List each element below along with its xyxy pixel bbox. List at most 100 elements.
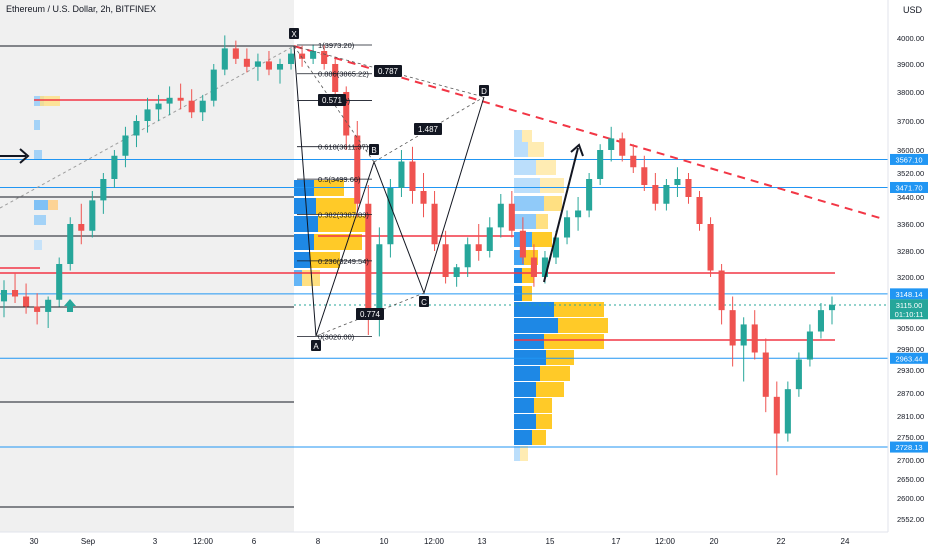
candle-body: [321, 51, 328, 64]
time-tick-label: 6: [252, 537, 257, 546]
shaded-region: [0, 0, 294, 532]
ratio-box[interactable]: [374, 65, 402, 77]
ratio-label: 0.774: [360, 310, 381, 319]
price-tick-label: 3800.00: [897, 88, 924, 97]
volume-profile-bar: [294, 180, 314, 196]
price-tick-label: 3520.00: [897, 169, 924, 178]
ratio-box[interactable]: [356, 308, 384, 320]
price-tag[interactable]: [890, 153, 928, 165]
fib-level-label: 0.236(3249.54): [318, 257, 369, 266]
time-tick-label: 12:00: [424, 537, 445, 546]
candle-body: [177, 97, 184, 101]
volume-profile-bar: [558, 318, 608, 333]
time-tick-label: 13: [478, 537, 487, 546]
volume-profile-bar: [536, 160, 556, 175]
volume-profile-bar: [532, 232, 552, 247]
candle-body: [23, 296, 30, 307]
ratio-box[interactable]: [414, 123, 442, 135]
time-tick-label: 17: [612, 537, 621, 546]
candle-body: [354, 135, 361, 204]
harmonic-point-marker[interactable]: [479, 85, 489, 96]
candle-body: [221, 48, 228, 70]
volume-profile-bar: [514, 398, 534, 413]
price-tag-label: 3148.14: [895, 290, 922, 299]
candle-body: [718, 270, 725, 311]
arrow-marker-icon[interactable]: [64, 299, 76, 312]
time-tick-label: 3: [153, 537, 158, 546]
price-tag[interactable]: [890, 288, 928, 300]
candle-body: [210, 69, 217, 101]
volume-profile-bar: [310, 252, 340, 268]
time-tick-label: 22: [777, 537, 786, 546]
price-tick-label: 2870.00: [897, 389, 924, 398]
volume-profile-bar: [514, 446, 520, 461]
harmonic-point-marker[interactable]: [289, 28, 299, 39]
time-tick-label: Sep: [81, 537, 96, 546]
price-tag[interactable]: [890, 352, 928, 364]
candle-body: [508, 203, 515, 231]
volume-profile-bar: [514, 250, 524, 265]
time-tick-label: 24: [841, 537, 850, 546]
ratio-label: 1.487: [418, 125, 439, 134]
candle-body: [376, 244, 383, 311]
volume-profile-bar: [514, 160, 536, 175]
volume-profile-bar: [514, 130, 522, 145]
candle-body: [310, 51, 317, 59]
volume-profile-bar: [294, 216, 318, 232]
candle-body: [288, 53, 295, 64]
candle-body: [431, 203, 438, 245]
currency-label[interactable]: USD: [903, 5, 923, 15]
candle-body: [608, 138, 615, 150]
volume-profile-bar: [34, 200, 48, 210]
candle-body: [265, 61, 272, 70]
candle-body: [817, 310, 824, 332]
price-tag-label: 3471.70: [895, 183, 922, 192]
volume-profile-bar: [536, 414, 552, 429]
volume-profile-bar: [302, 270, 320, 286]
fib-level-label: 1(3973.20): [318, 41, 355, 50]
volume-profile-bar: [318, 216, 370, 232]
volume-profile-bar: [314, 234, 362, 250]
price-tag-label: 3567.10: [895, 155, 922, 164]
harmonic-point-marker[interactable]: [311, 340, 321, 351]
arrow-up-icon: [543, 147, 579, 283]
price-tick-label: 4000.00: [897, 34, 924, 43]
harmonic-point-marker[interactable]: [369, 144, 379, 155]
volume-profile-bar: [528, 142, 544, 157]
price-tag[interactable]: [890, 299, 928, 320]
candle-body: [619, 138, 626, 156]
candle-body: [34, 306, 41, 312]
ratio-box[interactable]: [318, 94, 346, 106]
price-axis[interactable]: [888, 0, 932, 550]
candle-body: [365, 203, 372, 311]
time-tick-label: 12:00: [193, 537, 214, 546]
volume-profile-bar: [294, 234, 314, 250]
volume-profile-bar: [34, 96, 44, 106]
candle-body: [12, 290, 19, 297]
candle-body: [575, 210, 582, 218]
time-axis[interactable]: [0, 532, 888, 550]
candle-body: [254, 61, 261, 67]
harmonic-point-label: C: [421, 298, 427, 307]
candle-body: [597, 150, 604, 179]
harmonic-point-marker[interactable]: [419, 296, 429, 307]
price-tick-label: 3440.00: [897, 193, 924, 202]
price-tick-label: 3900.00: [897, 60, 924, 69]
time-tick-label: 8: [316, 537, 321, 546]
harmonic-ratio-line: [315, 292, 425, 337]
volume-profile-bar: [294, 252, 310, 268]
candle-body: [409, 161, 416, 191]
candle-body: [166, 97, 173, 104]
candle-body: [398, 161, 405, 188]
volume-profile-bar: [514, 430, 532, 445]
price-tag[interactable]: [890, 441, 928, 453]
trendline-grey: [0, 45, 295, 209]
volume-profile-bar: [554, 302, 604, 317]
chart-title: Ethereum / U.S. Dollar, 2h, BITFINEX: [6, 4, 157, 14]
candle-body: [486, 227, 493, 251]
candle-body: [795, 359, 802, 390]
price-tag[interactable]: [890, 181, 928, 193]
fib-level-label: 0.382(3387.83): [318, 211, 369, 220]
